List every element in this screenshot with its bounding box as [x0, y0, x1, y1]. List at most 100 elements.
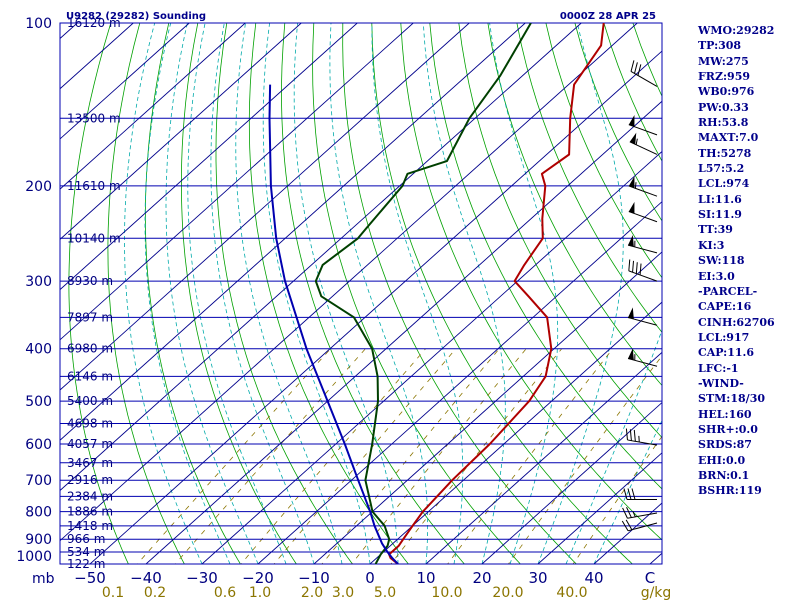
- height-label: 2384 m: [67, 489, 113, 503]
- index-item: CAP:11.6: [698, 346, 755, 360]
- height-label: 4698 m: [67, 417, 113, 431]
- dry-adiabat-line: [144, 23, 241, 564]
- height-label: 16120 m: [67, 16, 121, 30]
- index-item: SW:118: [698, 254, 745, 268]
- wind-barb-full: [628, 259, 631, 271]
- wind-barb-full: [629, 429, 632, 441]
- height-label: 7897 m: [67, 310, 113, 324]
- wind-barb-full: [627, 488, 632, 500]
- height-label: 3467 m: [67, 456, 113, 470]
- wind-barbs: [621, 60, 658, 532]
- index-item: SI:11.9: [698, 208, 742, 222]
- index-item: TP:308: [698, 39, 742, 53]
- isotherm-line: [481, 401, 662, 564]
- wind-barb: [628, 114, 658, 136]
- index-item: L57:5.2: [698, 162, 745, 176]
- index-item: EHI:0.0: [698, 453, 746, 467]
- wind-barb-full: [633, 62, 638, 74]
- mixing-ratio-line: [507, 355, 662, 564]
- wind-barb-staff: [628, 270, 658, 282]
- pressure-tick-label: 900: [25, 532, 52, 548]
- wind-barb-full: [630, 60, 635, 72]
- wind-barb-half: [632, 511, 636, 518]
- wind-barb: [621, 519, 658, 532]
- height-label: 11610 m: [67, 179, 121, 193]
- wind-barb-full: [625, 428, 628, 440]
- dry-adiabat-line: [371, 23, 633, 564]
- index-item: LI:11.6: [698, 192, 742, 206]
- dry-adiabat-line: [107, 23, 185, 564]
- height-label: 6980 m: [67, 342, 113, 356]
- wind-barb: [628, 259, 658, 282]
- moist-adiabat-line: [422, 23, 506, 564]
- height-label: 534 m: [67, 545, 105, 559]
- mixing-ratio-label: 0.6: [214, 585, 236, 600]
- wind-barb-full: [635, 262, 638, 274]
- wind-barb-flag: [628, 307, 634, 320]
- wind-barb: [625, 428, 658, 446]
- pressure-tick-label: 100: [25, 16, 52, 32]
- mixing-ratio-line: [390, 348, 563, 564]
- moist-adiabat-line: [565, 328, 662, 564]
- isotherm-line: [257, 201, 662, 564]
- index-item: LCL:917: [698, 330, 750, 344]
- dry-adiabat-line: [248, 23, 409, 564]
- dry-adiabats: [68, 23, 800, 576]
- index-item: EI:3.0: [698, 269, 735, 283]
- wind-barb-flag: [628, 348, 634, 361]
- temperature-tick-label: −40: [130, 569, 162, 587]
- pressure-tick-label: 400: [25, 342, 52, 358]
- wind-barb-full: [621, 520, 629, 532]
- wind-barb-full: [639, 263, 642, 276]
- dry-adiabat-line: [458, 23, 662, 439]
- wind-barb-half: [634, 182, 637, 189]
- wind-barb-flag: [628, 201, 635, 214]
- mixing-ratio-line: [273, 348, 457, 564]
- wind-barb-full: [622, 507, 628, 519]
- moist-adiabat-line: [165, 23, 259, 564]
- isotherm-line: [60, 23, 526, 441]
- index-item: WB0:976: [698, 85, 755, 99]
- dry-adiabat-line: [342, 23, 577, 564]
- index-item: KI:3: [698, 238, 725, 252]
- isotherm-line: [60, 23, 302, 240]
- wind-barb-staff: [627, 358, 658, 367]
- temperature-tick-label: −10: [298, 569, 330, 587]
- wind-barb: [628, 201, 658, 223]
- wind-barb-full: [626, 507, 632, 518]
- isotherm-line: [201, 150, 662, 564]
- temperature-tick-label: 10: [416, 569, 435, 587]
- index-item: -WIND-: [698, 376, 744, 390]
- dry-adiabat-line: [778, 23, 800, 576]
- temperature-tick-label: 20: [472, 569, 491, 587]
- isotherm-line: [60, 23, 358, 291]
- mixing-ratio-lines: [136, 348, 662, 564]
- height-label: 13500 m: [67, 111, 121, 125]
- wind-barb-full: [625, 519, 633, 531]
- mixing-ratio-label: 10.0: [431, 585, 462, 600]
- isotherm-line: [313, 251, 662, 564]
- wind-barb: [630, 60, 658, 87]
- wind-barb-full: [632, 260, 635, 273]
- dry-adiabat-line: [545, 23, 662, 279]
- height-label: 4057 m: [67, 437, 113, 451]
- isotherm-line: [60, 23, 638, 542]
- height-label: 5400 m: [67, 394, 113, 408]
- isotherm-line: [60, 23, 470, 391]
- wind-barb-staff: [627, 512, 658, 519]
- index-item: RH:53.8: [698, 116, 749, 130]
- mixing-ratio-line: [321, 348, 500, 564]
- isotherm-line: [60, 23, 414, 341]
- temperature-tick-label: 30: [528, 569, 547, 587]
- moist-adiabat-line: [210, 23, 315, 564]
- wind-barb: [627, 307, 658, 326]
- temperature-tick-label: 0: [365, 569, 375, 587]
- mixing-ratio-label: 20.0: [492, 585, 523, 600]
- isotherm-line: [537, 452, 662, 564]
- index-item: CINH:62706: [698, 315, 775, 329]
- sounding-time: 0000Z 28 APR 25: [560, 11, 656, 22]
- isobars: [59, 22, 663, 565]
- mixing-ratio-label: 2.0: [301, 585, 323, 600]
- wind-barb: [629, 132, 658, 155]
